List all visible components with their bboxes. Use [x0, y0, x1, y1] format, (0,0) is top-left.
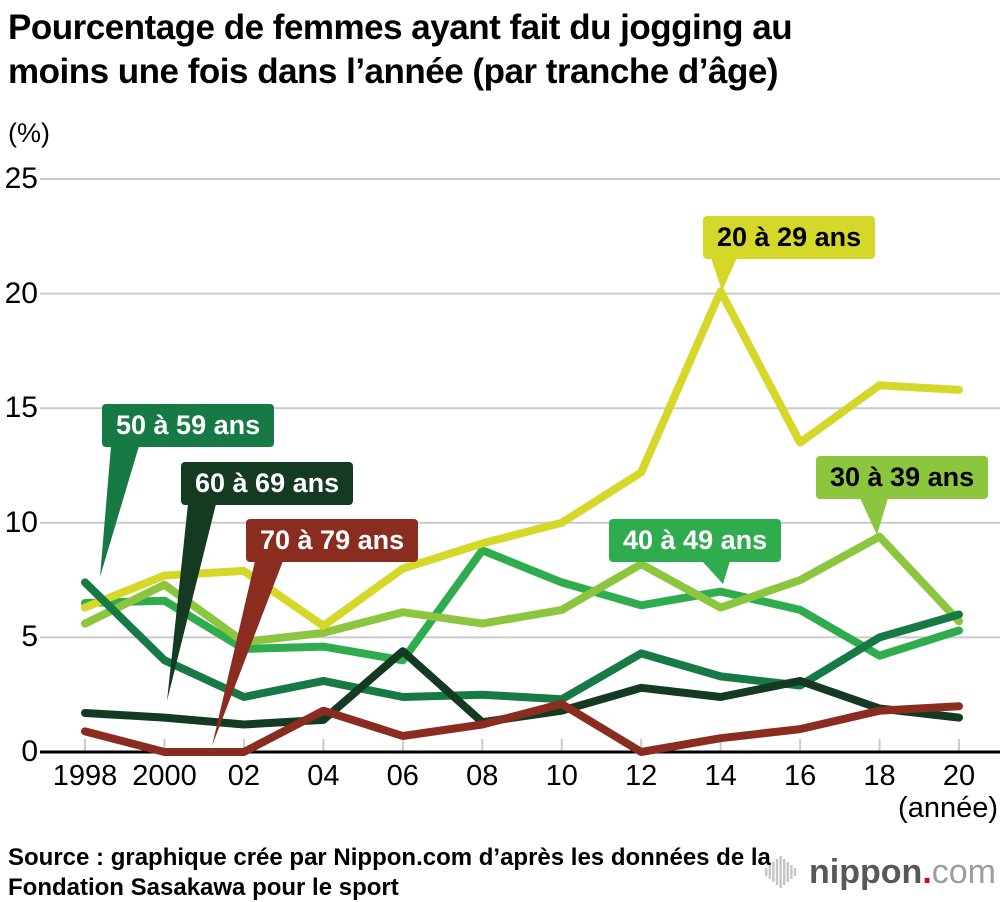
series-label-60à69ans: 60 à 69 ans: [181, 462, 354, 505]
x-tick-label-18: 18: [863, 760, 896, 792]
series-label-30à39ans: 30 à 39 ans: [816, 456, 989, 499]
soundwave-icon: [765, 856, 797, 888]
series-line-40à49ans: [81, 546, 963, 665]
series-line-50à59ans: [81, 578, 963, 704]
y-tick-label-20: 20: [4, 276, 38, 310]
y-tick-label-25: 25: [4, 162, 38, 195]
callout-pointer-20à29ans: [711, 258, 737, 291]
x-tick-label-14: 14: [704, 760, 737, 792]
x-tick-label-20: 20: [942, 760, 976, 792]
series-line-20à29ans: [81, 287, 963, 630]
callout-pointer-30à39ans: [860, 498, 888, 535]
x-tick-label-1998: 1998: [52, 760, 118, 792]
series-label-50à59ans: 50 à 59 ans: [102, 404, 275, 447]
logo-tld-text: com: [931, 852, 996, 891]
chart-title: Pourcentage de femmes ayant fait du jogg…: [8, 6, 793, 94]
logo-red-dot: .: [922, 852, 932, 891]
source-note-line2: Fondation Sasakawa pour le sport: [8, 874, 399, 901]
y-tick-label-0: 0: [21, 735, 38, 768]
logo-brand-text: nippon: [809, 852, 923, 891]
chart-title-line2: moins une fois dans l’année (par tranche…: [8, 52, 779, 91]
y-tick-label-5: 5: [21, 620, 38, 654]
series-label-70à79ans: 70 à 79 ans: [246, 519, 419, 562]
x-axis-unit-label: (année): [898, 792, 998, 824]
x-tick-label-2000: 2000: [132, 760, 197, 792]
y-tick-label-15: 15: [4, 391, 38, 425]
x-tick-label-02: 02: [227, 760, 261, 792]
source-note-line1: Source : graphique crée par Nippon.com d…: [8, 844, 771, 871]
x-tick-label-04: 04: [307, 760, 340, 792]
series-line-30à39ans: [81, 532, 963, 646]
callout-pointer-50à59ans: [100, 446, 139, 577]
series-label-40à49ans: 40 à 49 ans: [609, 519, 782, 562]
nippon-logo: nippon. com: [765, 852, 996, 892]
callout-pointer-40à49ans: [702, 561, 730, 584]
x-tick-label-16: 16: [783, 760, 817, 792]
source-note: Source : graphique crée par Nippon.com d…: [8, 843, 771, 902]
x-tick-label-08: 08: [466, 760, 499, 792]
x-tick-label-10: 10: [545, 760, 578, 792]
x-tick-label-12: 12: [625, 760, 658, 792]
series-line-70à79ans: [81, 699, 963, 756]
series-label-20à29ans: 20 à 29 ans: [703, 216, 876, 259]
chart-title-line1: Pourcentage de femmes ayant fait du jogg…: [8, 8, 793, 47]
x-tick-label-06: 06: [386, 760, 419, 792]
callout-pointer-70à79ans: [212, 561, 283, 746]
callout-pointer-60à69ans: [167, 504, 216, 701]
y-tick-label-10: 10: [4, 505, 38, 539]
y-axis-unit-label: (%): [8, 118, 50, 148]
